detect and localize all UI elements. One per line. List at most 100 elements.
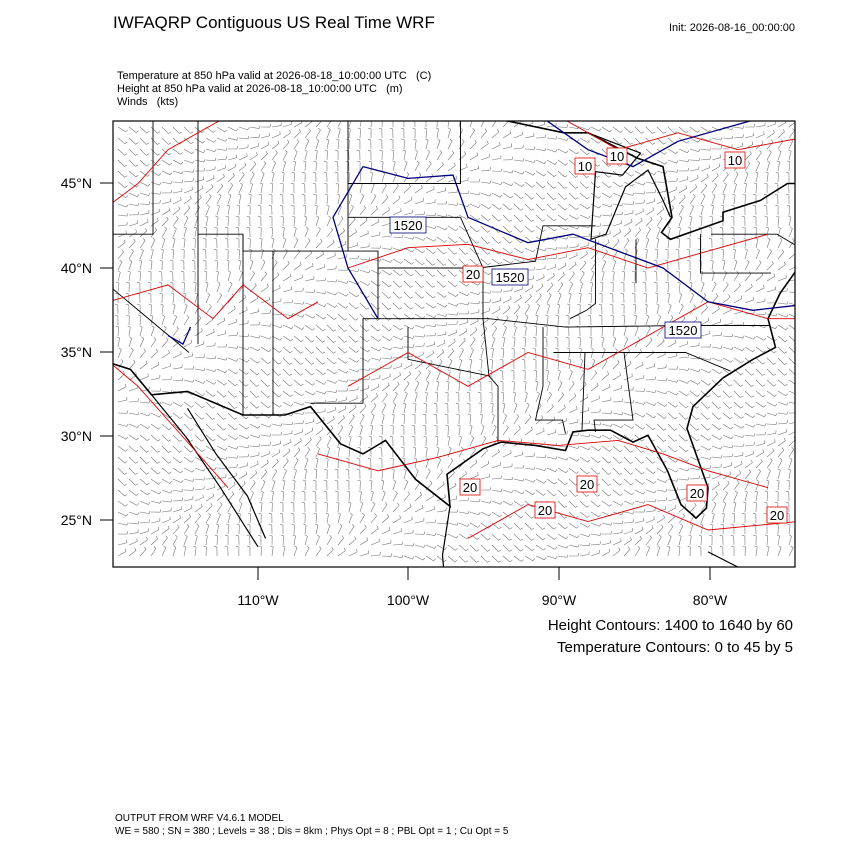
wind-barb: [546, 255, 557, 260]
wind-barb: [777, 226, 781, 238]
wind-barb: [370, 383, 380, 392]
wind-barb: [742, 545, 746, 557]
wind-barb: [368, 435, 372, 447]
wind-barb: [733, 480, 740, 491]
wind-barb: [348, 404, 357, 414]
wind-barb: [469, 435, 475, 447]
wind-barb: [117, 371, 125, 381]
wind-barb: [491, 142, 501, 150]
wind-barb: [271, 346, 282, 353]
wind-barb: [766, 379, 777, 387]
wind-barb: [249, 295, 259, 304]
wind-barb: [656, 197, 666, 205]
wind-barb: [513, 325, 517, 337]
wind-barb: [755, 335, 767, 341]
wind-barb: [194, 390, 206, 397]
wind-barb: [391, 413, 395, 425]
wind-barb: [511, 380, 515, 392]
wind-barb: [260, 132, 271, 139]
wind-barb: [491, 488, 503, 492]
wind-barb: [491, 306, 501, 315]
wind-barb: [535, 181, 546, 189]
wind-barb: [183, 178, 194, 183]
wind-barb: [326, 435, 332, 447]
wind-barb: [139, 248, 144, 260]
wind-barb: [645, 337, 653, 348]
wind-barb: [269, 534, 273, 546]
wind-barb: [634, 388, 646, 392]
state-line: [407, 327, 491, 377]
wind-barb: [601, 203, 613, 208]
wind-barb: [381, 526, 391, 535]
wind-barb: [260, 469, 268, 480]
wind-barb: [193, 226, 197, 238]
wind-barb: [205, 316, 214, 326]
contour-label: 1520: [496, 270, 525, 285]
wind-barb: [346, 490, 351, 502]
wind-barb: [634, 445, 645, 453]
wind-barb: [733, 470, 742, 480]
wind-barb: [579, 467, 590, 475]
wind-barb: [125, 293, 130, 304]
wind-barb: [128, 538, 138, 546]
wind-barb: [557, 489, 568, 497]
wind-barb: [292, 534, 296, 546]
wind-barb: [524, 489, 536, 496]
wind-barb: [304, 534, 308, 546]
wind-barb: [248, 193, 252, 205]
wind-barb: [436, 331, 447, 337]
wind-barb: [227, 193, 232, 205]
wind-barb: [315, 290, 327, 295]
wind-barb: [731, 512, 736, 524]
wind-barb: [313, 501, 317, 512]
wind-barb: [337, 547, 346, 557]
wind-barb: [776, 215, 780, 227]
wind-barb: [656, 126, 667, 134]
wind-barb: [436, 121, 438, 128]
wind-barb: [601, 456, 612, 464]
wind-barb: [389, 436, 394, 447]
wind-barb: [579, 445, 591, 451]
wind-barb: [546, 391, 552, 403]
wind-barb: [766, 260, 774, 271]
wind-barb: [568, 261, 577, 271]
wind-barb: [568, 381, 575, 392]
wind-barb: [381, 346, 393, 351]
wind-barb: [535, 170, 546, 177]
wind-barb: [139, 412, 151, 417]
wind-barb: [480, 128, 488, 139]
wind-barb: [535, 192, 546, 200]
wind-barb: [601, 383, 611, 392]
wind-barb: [667, 445, 678, 453]
wind-barb: [293, 301, 305, 305]
wind-barb: [689, 137, 701, 143]
wind-barb: [730, 535, 735, 546]
wind-barb: [139, 192, 151, 196]
wind-barb: [689, 157, 701, 161]
wind-barb: [414, 172, 422, 183]
wind-barb: [632, 270, 636, 282]
wind-barb: [227, 445, 239, 450]
wind-barb: [700, 304, 708, 315]
wind-barb: [766, 439, 776, 447]
wind-barb: [579, 270, 585, 282]
wind-barb: [214, 259, 218, 271]
wind-barb: [447, 522, 459, 526]
coast-outline: [441, 506, 451, 567]
wind-barb: [535, 134, 546, 139]
wind-barb: [491, 475, 502, 480]
wind-barb: [466, 392, 471, 403]
wind-barb: [170, 292, 175, 304]
wind-barb: [238, 471, 248, 480]
wind-barb: [656, 159, 668, 165]
wind-barb: [700, 193, 706, 205]
wind-barb: [502, 413, 507, 425]
wind-barb: [216, 126, 228, 133]
wind-barb: [513, 203, 524, 211]
wind-barb: [381, 280, 392, 288]
wind-barb: [645, 126, 656, 134]
wind-barb: [568, 243, 579, 249]
wind-barb: [183, 148, 195, 155]
wind-barb: [293, 335, 304, 342]
wind-barb: [535, 544, 546, 551]
